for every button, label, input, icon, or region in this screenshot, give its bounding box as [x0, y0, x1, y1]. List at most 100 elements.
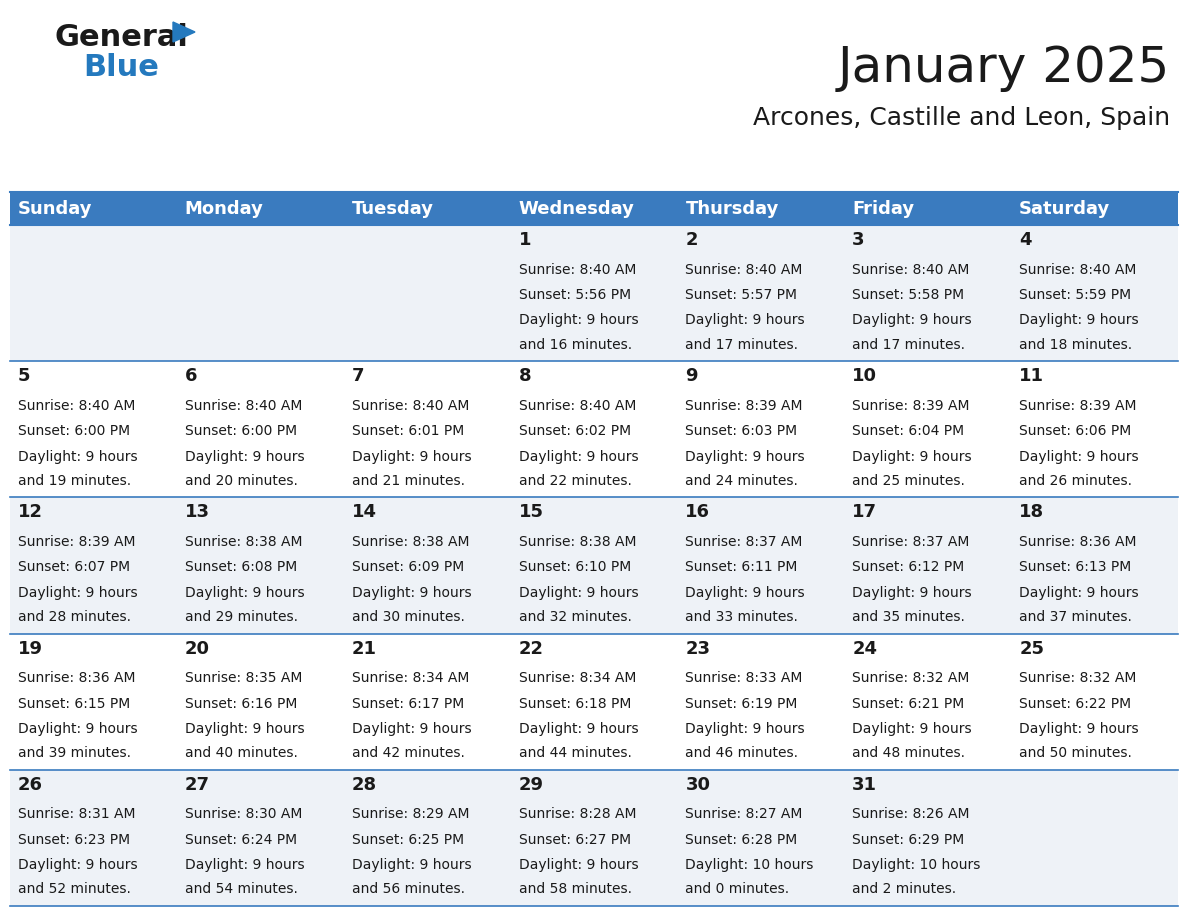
Text: Monday: Monday [185, 199, 264, 218]
Text: Daylight: 9 hours: Daylight: 9 hours [685, 313, 805, 328]
Bar [10, 633, 1178, 770]
Text: Sunrise: 8:35 AM: Sunrise: 8:35 AM [185, 671, 302, 685]
Text: and 2 minutes.: and 2 minutes. [852, 882, 956, 896]
Text: Daylight: 9 hours: Daylight: 9 hours [18, 450, 138, 464]
Text: Daylight: 9 hours: Daylight: 9 hours [852, 450, 972, 464]
Text: Sunset: 6:12 PM: Sunset: 6:12 PM [852, 560, 965, 575]
Text: and 17 minutes.: and 17 minutes. [852, 338, 966, 352]
Text: Sunrise: 8:40 AM: Sunrise: 8:40 AM [1019, 263, 1137, 276]
Text: Sunset: 6:19 PM: Sunset: 6:19 PM [685, 697, 798, 711]
Text: Saturday: Saturday [1019, 199, 1111, 218]
Text: and 0 minutes.: and 0 minutes. [685, 882, 790, 896]
Text: Daylight: 9 hours: Daylight: 9 hours [352, 722, 472, 736]
Text: Arcones, Castille and Leon, Spain: Arcones, Castille and Leon, Spain [753, 106, 1170, 130]
Text: and 22 minutes.: and 22 minutes. [519, 474, 632, 487]
Text: 7: 7 [352, 367, 365, 386]
Text: Sunset: 6:23 PM: Sunset: 6:23 PM [18, 833, 131, 846]
Text: Sunset: 6:01 PM: Sunset: 6:01 PM [352, 424, 465, 438]
Text: and 39 minutes.: and 39 minutes. [18, 746, 131, 760]
Text: Daylight: 9 hours: Daylight: 9 hours [685, 450, 805, 464]
Text: 9: 9 [685, 367, 697, 386]
Text: January 2025: January 2025 [838, 44, 1170, 92]
Text: 5: 5 [18, 367, 31, 386]
Text: 23: 23 [685, 640, 710, 657]
Text: Sunset: 6:13 PM: Sunset: 6:13 PM [1019, 560, 1131, 575]
Text: Sunrise: 8:39 AM: Sunrise: 8:39 AM [1019, 398, 1137, 413]
Text: and 17 minutes.: and 17 minutes. [685, 338, 798, 352]
Text: and 54 minutes.: and 54 minutes. [185, 882, 298, 896]
Text: Sunrise: 8:37 AM: Sunrise: 8:37 AM [685, 535, 803, 549]
Text: and 29 minutes.: and 29 minutes. [185, 610, 298, 624]
Text: Sunrise: 8:36 AM: Sunrise: 8:36 AM [1019, 535, 1137, 549]
Bar [10, 192, 1178, 225]
Text: Daylight: 9 hours: Daylight: 9 hours [1019, 586, 1139, 599]
Text: Sunset: 6:15 PM: Sunset: 6:15 PM [18, 697, 131, 711]
Text: and 30 minutes.: and 30 minutes. [352, 610, 465, 624]
Text: Daylight: 9 hours: Daylight: 9 hours [1019, 722, 1139, 736]
Text: and 33 minutes.: and 33 minutes. [685, 610, 798, 624]
Text: Daylight: 9 hours: Daylight: 9 hours [18, 722, 138, 736]
Text: Sunset: 6:00 PM: Sunset: 6:00 PM [185, 424, 297, 438]
Text: and 18 minutes.: and 18 minutes. [1019, 338, 1132, 352]
Text: Daylight: 9 hours: Daylight: 9 hours [852, 586, 972, 599]
Text: and 26 minutes.: and 26 minutes. [1019, 474, 1132, 487]
Text: Wednesday: Wednesday [519, 199, 634, 218]
Text: Sunset: 5:56 PM: Sunset: 5:56 PM [519, 288, 631, 302]
Text: and 46 minutes.: and 46 minutes. [685, 746, 798, 760]
Text: Sunrise: 8:36 AM: Sunrise: 8:36 AM [18, 671, 135, 685]
Text: 27: 27 [185, 776, 210, 794]
Text: Sunset: 6:28 PM: Sunset: 6:28 PM [685, 833, 797, 846]
Text: 31: 31 [852, 776, 877, 794]
Text: Daylight: 9 hours: Daylight: 9 hours [1019, 450, 1139, 464]
Text: 16: 16 [685, 503, 710, 521]
Text: Daylight: 9 hours: Daylight: 9 hours [18, 858, 138, 872]
Text: 19: 19 [18, 640, 43, 657]
Text: and 16 minutes.: and 16 minutes. [519, 338, 632, 352]
Text: Daylight: 9 hours: Daylight: 9 hours [18, 586, 138, 599]
Text: Daylight: 9 hours: Daylight: 9 hours [185, 450, 304, 464]
Text: and 56 minutes.: and 56 minutes. [352, 882, 465, 896]
Text: Sunrise: 8:29 AM: Sunrise: 8:29 AM [352, 808, 469, 822]
Text: 10: 10 [852, 367, 877, 386]
Text: Daylight: 10 hours: Daylight: 10 hours [852, 858, 980, 872]
Text: Sunrise: 8:37 AM: Sunrise: 8:37 AM [852, 535, 969, 549]
Text: Tuesday: Tuesday [352, 199, 434, 218]
Text: Sunset: 6:02 PM: Sunset: 6:02 PM [519, 424, 631, 438]
Text: and 40 minutes.: and 40 minutes. [185, 746, 298, 760]
Text: Daylight: 9 hours: Daylight: 9 hours [352, 858, 472, 872]
Text: Sunset: 6:17 PM: Sunset: 6:17 PM [352, 697, 465, 711]
Text: Sunset: 6:00 PM: Sunset: 6:00 PM [18, 424, 131, 438]
Text: Sunrise: 8:38 AM: Sunrise: 8:38 AM [185, 535, 303, 549]
Text: Sunset: 6:07 PM: Sunset: 6:07 PM [18, 560, 131, 575]
Text: Sunset: 6:09 PM: Sunset: 6:09 PM [352, 560, 465, 575]
Text: Sunset: 6:08 PM: Sunset: 6:08 PM [185, 560, 297, 575]
Text: Sunrise: 8:38 AM: Sunrise: 8:38 AM [352, 535, 469, 549]
Text: Sunrise: 8:39 AM: Sunrise: 8:39 AM [18, 535, 135, 549]
Text: Sunrise: 8:26 AM: Sunrise: 8:26 AM [852, 808, 969, 822]
Bar [10, 361, 1178, 498]
Text: General: General [55, 24, 189, 52]
Text: and 20 minutes.: and 20 minutes. [185, 474, 298, 487]
Text: Sunset: 6:18 PM: Sunset: 6:18 PM [519, 697, 631, 711]
Text: Sunset: 6:24 PM: Sunset: 6:24 PM [185, 833, 297, 846]
Text: Sunrise: 8:32 AM: Sunrise: 8:32 AM [1019, 671, 1137, 685]
Text: Sunrise: 8:40 AM: Sunrise: 8:40 AM [519, 398, 636, 413]
Text: 4: 4 [1019, 231, 1031, 249]
Text: Daylight: 9 hours: Daylight: 9 hours [185, 586, 304, 599]
Text: Daylight: 9 hours: Daylight: 9 hours [685, 586, 805, 599]
Text: 25: 25 [1019, 640, 1044, 657]
Text: Daylight: 9 hours: Daylight: 9 hours [685, 722, 805, 736]
Text: 21: 21 [352, 640, 377, 657]
Text: Sunset: 6:10 PM: Sunset: 6:10 PM [519, 560, 631, 575]
Text: 18: 18 [1019, 503, 1044, 521]
Text: Sunday: Sunday [18, 199, 93, 218]
Text: Sunset: 6:04 PM: Sunset: 6:04 PM [852, 424, 965, 438]
Text: and 32 minutes.: and 32 minutes. [519, 610, 632, 624]
Text: 11: 11 [1019, 367, 1044, 386]
Bar [10, 770, 1178, 906]
Text: Sunrise: 8:40 AM: Sunrise: 8:40 AM [852, 263, 969, 276]
Text: and 58 minutes.: and 58 minutes. [519, 882, 632, 896]
Text: Sunrise: 8:40 AM: Sunrise: 8:40 AM [685, 263, 803, 276]
Text: Sunrise: 8:31 AM: Sunrise: 8:31 AM [18, 808, 135, 822]
Text: Sunrise: 8:30 AM: Sunrise: 8:30 AM [185, 808, 302, 822]
